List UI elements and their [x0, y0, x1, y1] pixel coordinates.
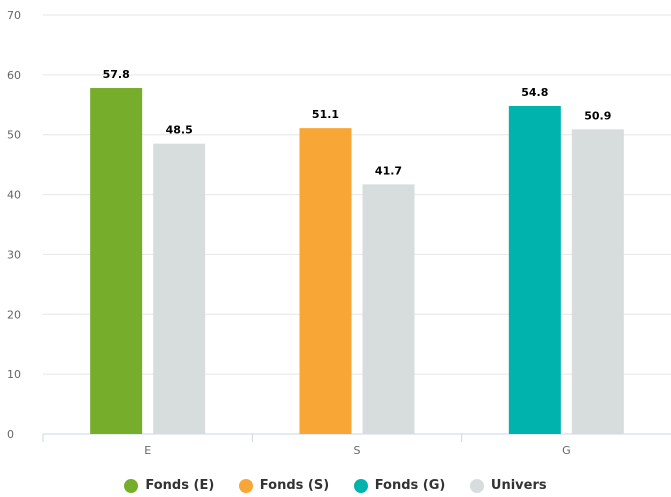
bar-chart: 0 10 20 30 40 50 60 70 E S G 57.8 48.5 51.1 41.7 54.8… — [7, 9, 671, 457]
data-label: 51.1 — [312, 108, 339, 121]
bar[interactable] — [571, 129, 624, 434]
y-tick-label: 40 — [7, 189, 21, 202]
legend-label: Fonds (S) — [259, 478, 330, 493]
bar[interactable] — [299, 128, 352, 434]
y-tick-label: 70 — [7, 9, 21, 22]
y-tick-label: 20 — [7, 308, 21, 321]
data-label: 54.8 — [521, 86, 548, 99]
legend-dot-icon — [353, 478, 368, 493]
bar[interactable] — [90, 88, 143, 435]
legend-dot-icon — [124, 478, 139, 493]
x-tick-label: E — [144, 444, 151, 457]
bars — [90, 88, 624, 435]
y-tick-label: 10 — [7, 368, 21, 381]
legend-item-univers[interactable]: Univers — [469, 478, 547, 493]
y-tick-label: 30 — [7, 248, 21, 261]
legend-dot-icon — [469, 478, 484, 493]
legend-item-fonds-e[interactable]: Fonds (E) — [124, 478, 214, 493]
legend-dot-icon — [238, 478, 253, 493]
x-tick-label: S — [354, 444, 361, 457]
y-axis: 0 10 20 30 40 50 60 70 — [7, 9, 21, 441]
legend-label: Fonds (E) — [145, 478, 215, 493]
bar[interactable] — [362, 184, 415, 434]
data-label: 50.9 — [584, 109, 611, 122]
legend-label: Fonds (G) — [374, 478, 446, 493]
legend-item-fonds-s[interactable]: Fonds (S) — [238, 478, 330, 493]
y-tick-label: 50 — [7, 129, 21, 142]
y-tick-label: 60 — [7, 69, 21, 82]
legend-label: Univers — [490, 478, 547, 493]
data-label: 57.8 — [103, 68, 130, 81]
x-tick-label: G — [562, 444, 571, 457]
data-labels: 57.8 48.5 51.1 41.7 54.8 50.9 — [103, 68, 612, 177]
bar[interactable] — [508, 105, 561, 435]
y-tick-label: 0 — [7, 428, 14, 441]
legend: Fonds (E) Fonds (S) Fonds (G) Univers — [0, 478, 671, 497]
data-label: 41.7 — [375, 164, 402, 177]
grid-lines — [43, 14, 671, 375]
data-label: 48.5 — [166, 124, 193, 137]
legend-item-fonds-g[interactable]: Fonds (G) — [353, 478, 446, 493]
bar[interactable] — [153, 143, 206, 434]
